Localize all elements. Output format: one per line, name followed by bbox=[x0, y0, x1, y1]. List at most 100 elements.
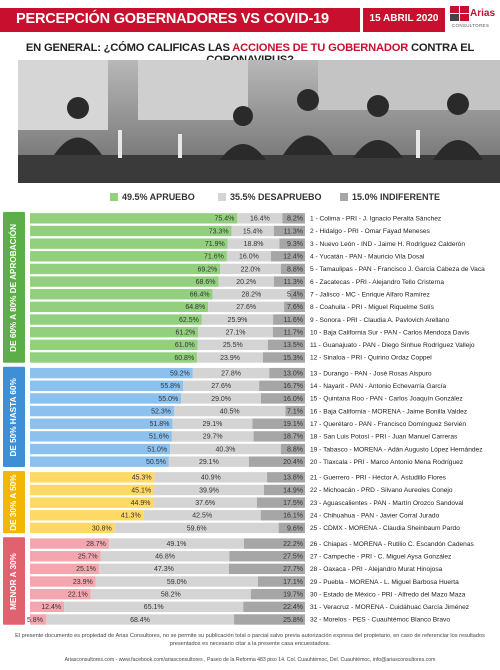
governor-label-20: 20 - Tlaxcala - PRI - Marco Antonio Mena… bbox=[310, 459, 463, 466]
bar-disapprove-19 bbox=[170, 443, 281, 455]
legend-approve-label: 49.5% APRUEBO bbox=[122, 192, 195, 202]
value-indifferent-17: 19.1% bbox=[283, 421, 303, 428]
value-approve-32: 5.8% bbox=[27, 617, 43, 624]
value-disapprove-4: 16.0% bbox=[239, 254, 259, 261]
bar-approve-5 bbox=[30, 263, 221, 275]
value-disapprove-32: 68.4% bbox=[130, 617, 150, 624]
bar-disapprove-21 bbox=[154, 472, 268, 483]
value-indifferent-23: 17.5% bbox=[283, 500, 303, 507]
bar-approve-6 bbox=[30, 276, 219, 287]
governor-label-18: 18 - San Luis Potosí - PRI - Juan Manuel… bbox=[310, 434, 458, 441]
bar-disapprove-27 bbox=[100, 551, 230, 562]
bar-approve-18 bbox=[30, 431, 172, 442]
governor-label-13: 13 - Durango - PAN - José Rosas Aispuro bbox=[310, 370, 432, 377]
bar-approve-29 bbox=[30, 576, 96, 587]
meeting-photo-illustration bbox=[18, 60, 500, 183]
bar-approve-31 bbox=[30, 601, 65, 613]
governor-label-23: 23 - Aguascalientes - PAN - Martín Orozc… bbox=[310, 500, 464, 507]
bar-disapprove-24 bbox=[143, 510, 261, 521]
value-indifferent-4: 12.4% bbox=[283, 254, 303, 261]
value-indifferent-9: 11.6% bbox=[284, 317, 303, 324]
bar-indifferent-9 bbox=[273, 314, 305, 325]
bar-approve-21 bbox=[30, 472, 155, 483]
bar-approve-25 bbox=[30, 522, 115, 534]
governor-label-26: 26 - Chiapas - MORENA - Rutilio C. Escan… bbox=[310, 541, 475, 548]
bar-indifferent-6 bbox=[273, 276, 305, 287]
value-disapprove-14: 27.6% bbox=[211, 383, 231, 390]
value-disapprove-8: 27.6% bbox=[236, 304, 256, 311]
value-disapprove-26: 49.1% bbox=[167, 541, 187, 548]
value-indifferent-29: 17.1% bbox=[283, 579, 303, 586]
governor-label-2: 2 - Hidalgo - PRI - Omar Fayad Meneses bbox=[310, 228, 431, 235]
bar-disapprove-6 bbox=[218, 276, 274, 287]
value-approve-24: 41.3% bbox=[121, 513, 141, 520]
governor-label-10: 10 - Baja California Sur - PAN - Carlos … bbox=[310, 329, 470, 336]
bar-approve-1 bbox=[30, 213, 238, 224]
legend-approve-swatch bbox=[110, 193, 118, 201]
legend-approve: 49.5% APRUEBO bbox=[110, 192, 195, 202]
value-indifferent-6: 11.3% bbox=[284, 279, 303, 286]
bar-disapprove-2 bbox=[231, 225, 274, 237]
value-approve-17: 51.8% bbox=[150, 421, 170, 428]
value-approve-18: 51.6% bbox=[149, 434, 169, 441]
value-approve-4: 71.6% bbox=[204, 254, 224, 261]
value-indifferent-31: 22.4% bbox=[283, 604, 303, 611]
bar-disapprove-25 bbox=[114, 522, 279, 534]
value-approve-26: 28.7% bbox=[86, 541, 106, 548]
meeting-photo bbox=[18, 60, 500, 183]
value-approve-16: 52.3% bbox=[151, 408, 171, 415]
value-approve-25: 30.8% bbox=[92, 525, 112, 532]
governor-label-19: 19 - Tabasco - MORENA - Adán Augusto Lóp… bbox=[310, 446, 483, 453]
bar-indifferent-31 bbox=[243, 601, 305, 613]
value-approve-21: 45.3% bbox=[132, 475, 152, 482]
bar-disapprove-3 bbox=[227, 238, 280, 249]
value-disapprove-15: 29.0% bbox=[211, 396, 231, 403]
bar-disapprove-23 bbox=[153, 497, 257, 508]
value-approve-1: 75.4% bbox=[214, 216, 234, 223]
value-indifferent-7: 5.4% bbox=[287, 292, 303, 299]
bar-approve-27 bbox=[30, 551, 101, 562]
governor-label-30: 30 - Estado de México - PRI - Alfredo de… bbox=[310, 591, 466, 598]
value-disapprove-31: 65.1% bbox=[144, 604, 164, 611]
footer-disclaimer: El presente documento es propiedad de Ar… bbox=[15, 633, 485, 647]
value-indifferent-20: 20.4% bbox=[283, 459, 303, 466]
bar-approve-15 bbox=[30, 393, 182, 404]
bar-approve-22 bbox=[30, 484, 155, 496]
governor-label-31: 31 - Veracruz - MORENA - Cuidáhuac Garcí… bbox=[310, 604, 469, 611]
value-indifferent-25: 9.6% bbox=[287, 525, 303, 532]
value-indifferent-16: 7.1% bbox=[287, 408, 303, 415]
legend-disapprove-swatch bbox=[218, 193, 226, 201]
bar-approve-12 bbox=[30, 352, 198, 363]
value-indifferent-10: 11.7% bbox=[284, 330, 303, 337]
bar-approve-13 bbox=[30, 367, 193, 379]
bar-indifferent-11 bbox=[267, 339, 305, 351]
bar-disapprove-9 bbox=[201, 314, 274, 325]
value-disapprove-27: 46.8% bbox=[155, 554, 175, 561]
question-highlight: ACCIONES DE TU GOBERNADOR bbox=[232, 42, 409, 54]
bar-indifferent-29 bbox=[257, 576, 305, 587]
value-disapprove-16: 40.5% bbox=[220, 408, 240, 415]
bar-approve-19 bbox=[30, 443, 171, 455]
governor-label-12: 12 - Sinaloa - PRI - Quirino Ordaz Coppe… bbox=[310, 355, 432, 362]
value-approve-8: 64.8% bbox=[185, 304, 205, 311]
bar-approve-3 bbox=[30, 238, 228, 249]
chart-legend: 49.5% APRUEBO 35.5% DESAPRUEBO 15.0% IND… bbox=[0, 192, 500, 206]
bar-indifferent-10 bbox=[272, 326, 305, 338]
group-band-4 bbox=[3, 537, 25, 625]
bar-indifferent-28 bbox=[228, 563, 305, 575]
value-approve-20: 50.5% bbox=[146, 459, 166, 466]
governor-label-24: 24 - Chihuahua - PAN - Javier Corral Jur… bbox=[310, 513, 440, 520]
bar-indifferent-8 bbox=[284, 301, 305, 313]
bar-indifferent-27 bbox=[229, 551, 305, 562]
group-band-2 bbox=[3, 366, 25, 467]
governor-label-15: 15 - Quintana Roo - PAN - Carlos Joaquín… bbox=[310, 396, 463, 403]
value-indifferent-27: 27.5% bbox=[283, 554, 303, 561]
bar-disapprove-5 bbox=[220, 263, 281, 275]
bar-indifferent-25 bbox=[278, 522, 305, 534]
governor-label-27: 27 - Campeche - PRI - C. Miguel Aysa Gon… bbox=[310, 553, 451, 560]
governor-label-9: 9 - Sonora - PRI - Claudia A. Pavlovich … bbox=[310, 317, 450, 324]
value-approve-2: 73.3% bbox=[209, 228, 229, 235]
date-strip bbox=[363, 8, 445, 32]
bar-approve-23 bbox=[30, 497, 154, 508]
bar-indifferent-16 bbox=[285, 405, 305, 417]
